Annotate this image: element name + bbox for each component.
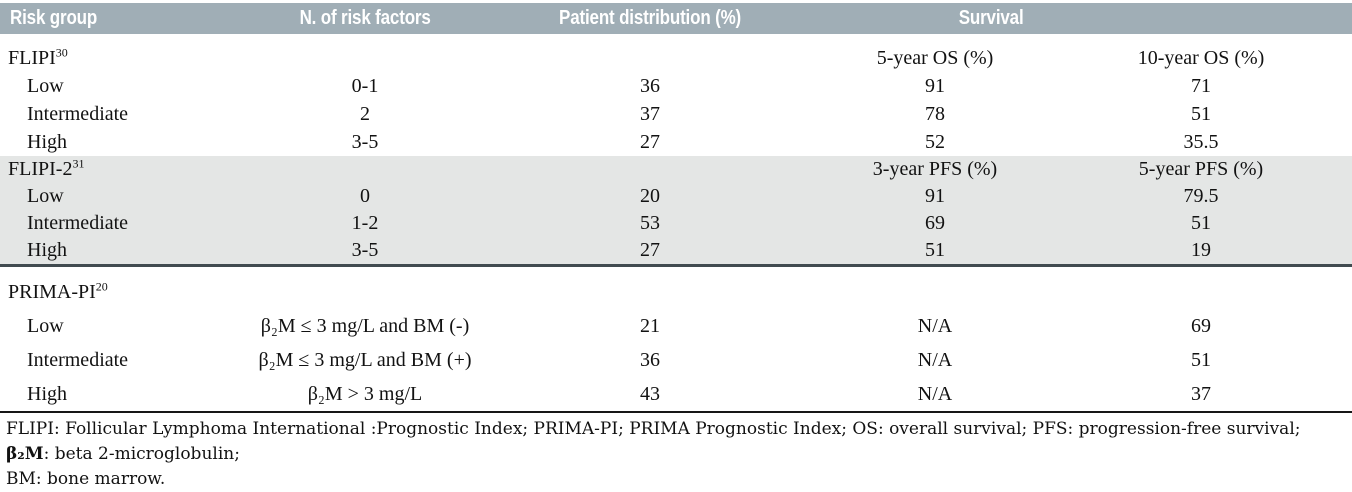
cell-survival-1: 52 [925,131,945,153]
cell-survival-1: N/A [820,377,1050,413]
cell-risk-factors: β₂M ≤ 3 mg/L and BM (+) [258,349,472,371]
cell-distribution: 21 [640,315,660,337]
cell-empty [480,266,820,310]
footnote-text-line2: BM: bone marrow. [6,469,166,489]
section-prima-pi: PRIMA-PI20 Low β₂M ≤ 3 mg/L and BM (-) 2… [0,266,1352,413]
cell-distribution: 36 [640,349,660,371]
section-title: PRIMA-PI [8,281,96,303]
table-row: High 3-5 27 52 35.5 [0,128,1352,156]
cell-survival-2: 51 [1191,212,1211,234]
cell-risk-group: High [27,131,67,153]
table-row: Intermediate β₂M ≤ 3 mg/L and BM (+) 36 … [0,343,1352,377]
table-row: High β₂M > 3 mg/L 43 N/A 37 [0,377,1352,413]
col-header-survival: Survival [820,3,1352,34]
section-flipi: FLIPI30 5-year OS (%) 10-year OS (%) Low… [0,34,1352,156]
cell-risk-factors: 3-5 [250,237,480,267]
cell-risk-group: Low [27,315,64,337]
cell-survival-2: 71 [1191,75,1211,97]
cell-risk-factors: 0-1 [351,75,379,97]
cell-survival-1: N/A [917,315,953,337]
section-header-row: FLIPI-231 3-year PFS (%) 5-year PFS (%) [0,156,1352,183]
section-title: FLIPI [8,47,56,69]
cell-risk-factors: 3-5 [351,131,379,153]
cell-risk-factors: 0 [360,185,370,207]
cell-risk-factors: 1-2 [351,212,379,234]
cell-risk-factors: β₂M ≤ 3 mg/L and BM (-) [260,315,470,337]
cell-survival-2: 51 [1191,103,1211,125]
col-header-patient-distribution: Patient distribution (%) [480,3,820,34]
col-header-n-risk-factors: N. of risk factors [250,3,480,34]
cell-distribution: 53 [640,212,660,234]
footnote-beta2m-term: β₂M [6,444,44,464]
cell-survival-2: 19 [1050,237,1352,267]
cell-survival-1: 91 [925,75,945,97]
cell-survival-2: 79.5 [1183,185,1219,207]
cell-risk-factors: 2 [360,103,370,125]
table-row: Intermediate 1-2 53 69 51 [0,210,1352,237]
survival-subheader-2: 10-year OS (%) [1137,47,1265,69]
cell-risk-group: High [0,237,250,267]
table-row: Low β₂M ≤ 3 mg/L and BM (-) 21 N/A 69 [0,309,1352,343]
table-row: Intermediate 2 37 78 51 [0,100,1352,128]
cell-empty [250,156,480,183]
section-title: FLIPI-2 [8,158,73,180]
cell-survival-1: 69 [925,212,945,234]
survival-subheader-1: 5-year OS (%) [876,47,994,69]
footnote-text-2: : beta 2-microglobulin; [43,444,240,464]
cell-distribution: 27 [480,237,820,267]
section-title-cell: FLIPI-231 [0,156,250,183]
cell-risk-group: Intermediate [27,212,129,234]
section-title-cell: PRIMA-PI20 [0,266,250,310]
reference-superscript: 30 [55,45,68,60]
cell-survival-1: 91 [925,185,945,207]
cell-survival-2: 35.5 [1183,131,1219,153]
cell-survival-2: 69 [1191,315,1211,337]
cell-risk-group: Intermediate [27,349,129,371]
cell-survival-1: 51 [820,237,1050,267]
reference-superscript: 31 [72,156,85,171]
header-row: Risk group N. of risk factors Patient di… [0,3,1352,34]
table-row: Low 0-1 36 91 71 [0,72,1352,100]
cell-risk-group: Low [27,75,64,97]
col-header-risk-group: Risk group [0,3,250,34]
cell-risk-group: High [0,377,250,413]
cell-distribution: 37 [640,103,660,125]
cell-risk-group: Low [27,185,64,207]
cell-survival-2: 37 [1050,377,1352,413]
cell-distribution: 43 [480,377,820,413]
col-header-survival-label: Survival [958,7,1024,29]
cell-distribution: 36 [640,75,660,97]
table-header: Risk group N. of risk factors Patient di… [0,3,1352,34]
table-row: Low 0 20 91 79.5 [0,183,1352,210]
reference-superscript: 20 [95,279,108,294]
section-title-cell: FLIPI30 [0,34,250,72]
cell-survival-1: 78 [925,103,945,125]
cell-empty [480,34,820,72]
section-flipi2: FLIPI-231 3-year PFS (%) 5-year PFS (%) … [0,156,1352,267]
cell-empty [250,34,480,72]
cell-distribution: 20 [640,185,660,207]
risk-table: Risk group N. of risk factors Patient di… [0,3,1352,413]
cell-risk-group: Intermediate [27,103,129,125]
cell-survival-2: 51 [1191,349,1211,371]
footnote-text-1: FLIPI: Follicular Lymphoma International… [6,419,1301,439]
cell-empty [250,266,480,310]
col-header-patient-distribution-label: Patient distribution (%) [559,7,741,29]
table-row: High 3-5 27 51 19 [0,237,1352,267]
cell-empty [480,156,820,183]
section-header-row: PRIMA-PI20 [0,266,1352,310]
survival-subheader-1 [820,266,1050,310]
cell-distribution: 27 [640,131,660,153]
survival-subheader-1: 3-year PFS (%) [872,158,998,180]
cell-risk-factors: β₂M > 3 mg/L [250,377,480,413]
col-header-n-risk-factors-label: N. of risk factors [299,7,431,29]
survival-subheader-2 [1050,266,1352,310]
survival-subheader-2: 5-year PFS (%) [1138,158,1264,180]
col-header-risk-group-label: Risk group [10,7,98,29]
table-footnote: FLIPI: Follicular Lymphoma International… [0,413,1352,492]
section-header-row: FLIPI30 5-year OS (%) 10-year OS (%) [0,34,1352,72]
cell-survival-1: N/A [917,349,953,371]
